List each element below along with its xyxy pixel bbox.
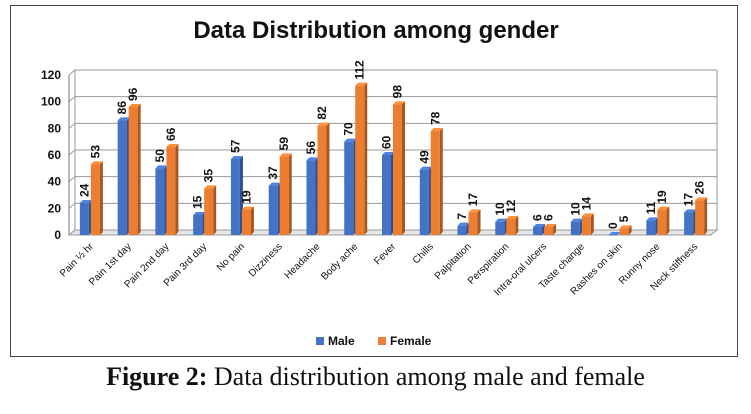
value-label-female: 6 — [542, 214, 556, 221]
x-tick-label: Dizziness — [247, 241, 285, 279]
value-label-female: 14 — [579, 197, 593, 211]
value-label-male: 6 — [531, 214, 545, 221]
bar-female — [581, 213, 594, 235]
bar-female — [204, 185, 217, 235]
bar-male — [495, 218, 508, 235]
bar-male — [646, 217, 659, 235]
bar-female — [430, 128, 443, 235]
bar-male — [155, 165, 168, 235]
bar-female — [657, 206, 670, 235]
y-tick-label: 0 — [54, 228, 61, 242]
value-label-male: 7 — [455, 213, 469, 220]
y-tick-label: 20 — [48, 201, 62, 215]
bar-female — [506, 216, 519, 235]
y-tick-label: 100 — [41, 95, 61, 109]
bar-female — [90, 161, 103, 235]
y-tick-label: 60 — [48, 148, 62, 162]
y-tick-label: 40 — [48, 175, 62, 189]
value-label-female: 66 — [164, 127, 178, 141]
caption-label: Figure 2: — [106, 362, 208, 391]
value-label-female: 19 — [655, 190, 669, 204]
bar-female — [128, 104, 141, 235]
x-tick-label: Pain ½ hr — [58, 241, 97, 280]
chart-title: Data Distribution among gender — [193, 17, 558, 44]
value-label-female: 5 — [617, 215, 631, 222]
bars — [79, 82, 708, 236]
bar-female — [279, 153, 292, 235]
value-label-male: 10 — [493, 202, 507, 216]
figure-caption: Figure 2: Data distribution among male a… — [0, 362, 751, 392]
bar-male — [533, 224, 546, 235]
x-tick-label: Body ache — [319, 241, 361, 283]
value-label-female: 53 — [88, 145, 102, 159]
bar-female — [619, 225, 632, 235]
bar-male — [306, 157, 319, 235]
value-label-male: 24 — [77, 183, 91, 197]
y-tick-label: 80 — [48, 121, 62, 135]
value-label-female: 12 — [504, 199, 518, 213]
bar-female — [166, 144, 179, 235]
bar-female — [468, 209, 481, 235]
bar-chart: Data Distribution among gender 020406080… — [41, 17, 719, 348]
value-label-female: 98 — [391, 85, 405, 99]
bar-female — [695, 197, 708, 235]
bar-male — [268, 182, 281, 235]
value-label-male: 56 — [304, 141, 318, 155]
value-label-male: 60 — [380, 135, 394, 149]
value-label-female: 17 — [466, 193, 480, 207]
value-label-male: 50 — [153, 149, 167, 163]
chart-frame: Data Distribution among gender 0 20 40 60 80… — [10, 5, 738, 357]
value-label-male: 57 — [228, 139, 242, 153]
bar-male — [117, 117, 130, 235]
bar-female — [317, 122, 330, 235]
gridline — [68, 69, 717, 76]
bar-female — [544, 224, 557, 235]
x-tick-label: Chills — [411, 241, 436, 266]
y-tick-label: 120 — [41, 68, 61, 82]
legend-label-male: Male — [328, 334, 355, 348]
value-label-male: 70 — [342, 122, 356, 136]
legend-swatch-female — [378, 337, 386, 345]
bar-male — [344, 138, 357, 235]
value-label-male: 49 — [417, 150, 431, 164]
value-label-female: 59 — [277, 137, 291, 151]
bar-male — [419, 166, 432, 235]
value-label-female: 19 — [239, 190, 253, 204]
bar-male — [193, 212, 206, 235]
value-label-male: 10 — [568, 202, 582, 216]
value-label-female: 35 — [202, 169, 216, 183]
bar-male — [684, 209, 697, 235]
value-label-female: 82 — [315, 106, 329, 120]
bar-male — [382, 152, 394, 235]
legend-swatch-male — [316, 337, 324, 345]
legend: Male Female — [316, 334, 432, 348]
value-label-female: 26 — [693, 181, 707, 195]
caption-text: Data distribution among male and female — [207, 362, 645, 391]
x-tick-label: No pain — [215, 241, 247, 273]
value-label-male: 86 — [115, 101, 129, 115]
bar-male — [570, 218, 583, 235]
value-label-male: 0 — [606, 222, 620, 229]
bar-male — [608, 232, 621, 236]
bar-female — [241, 206, 254, 235]
legend-label-female: Female — [390, 334, 432, 348]
bar-male — [79, 200, 92, 235]
x-tick-label: Fever — [372, 241, 398, 267]
value-label-male: 15 — [191, 195, 205, 209]
x-tick-label: Palpitation — [433, 241, 474, 282]
x-tick-label: Headache — [283, 241, 323, 281]
value-label-female: 96 — [126, 87, 140, 101]
value-label-male: 11 — [644, 201, 658, 214]
value-label-female: 78 — [428, 111, 442, 125]
bar-female — [355, 82, 368, 236]
bar-male — [457, 222, 470, 235]
value-label-male: 37 — [266, 166, 280, 180]
value-label-female: 112 — [353, 60, 367, 80]
value-label-male: 17 — [682, 193, 696, 207]
bar-female — [393, 101, 405, 235]
